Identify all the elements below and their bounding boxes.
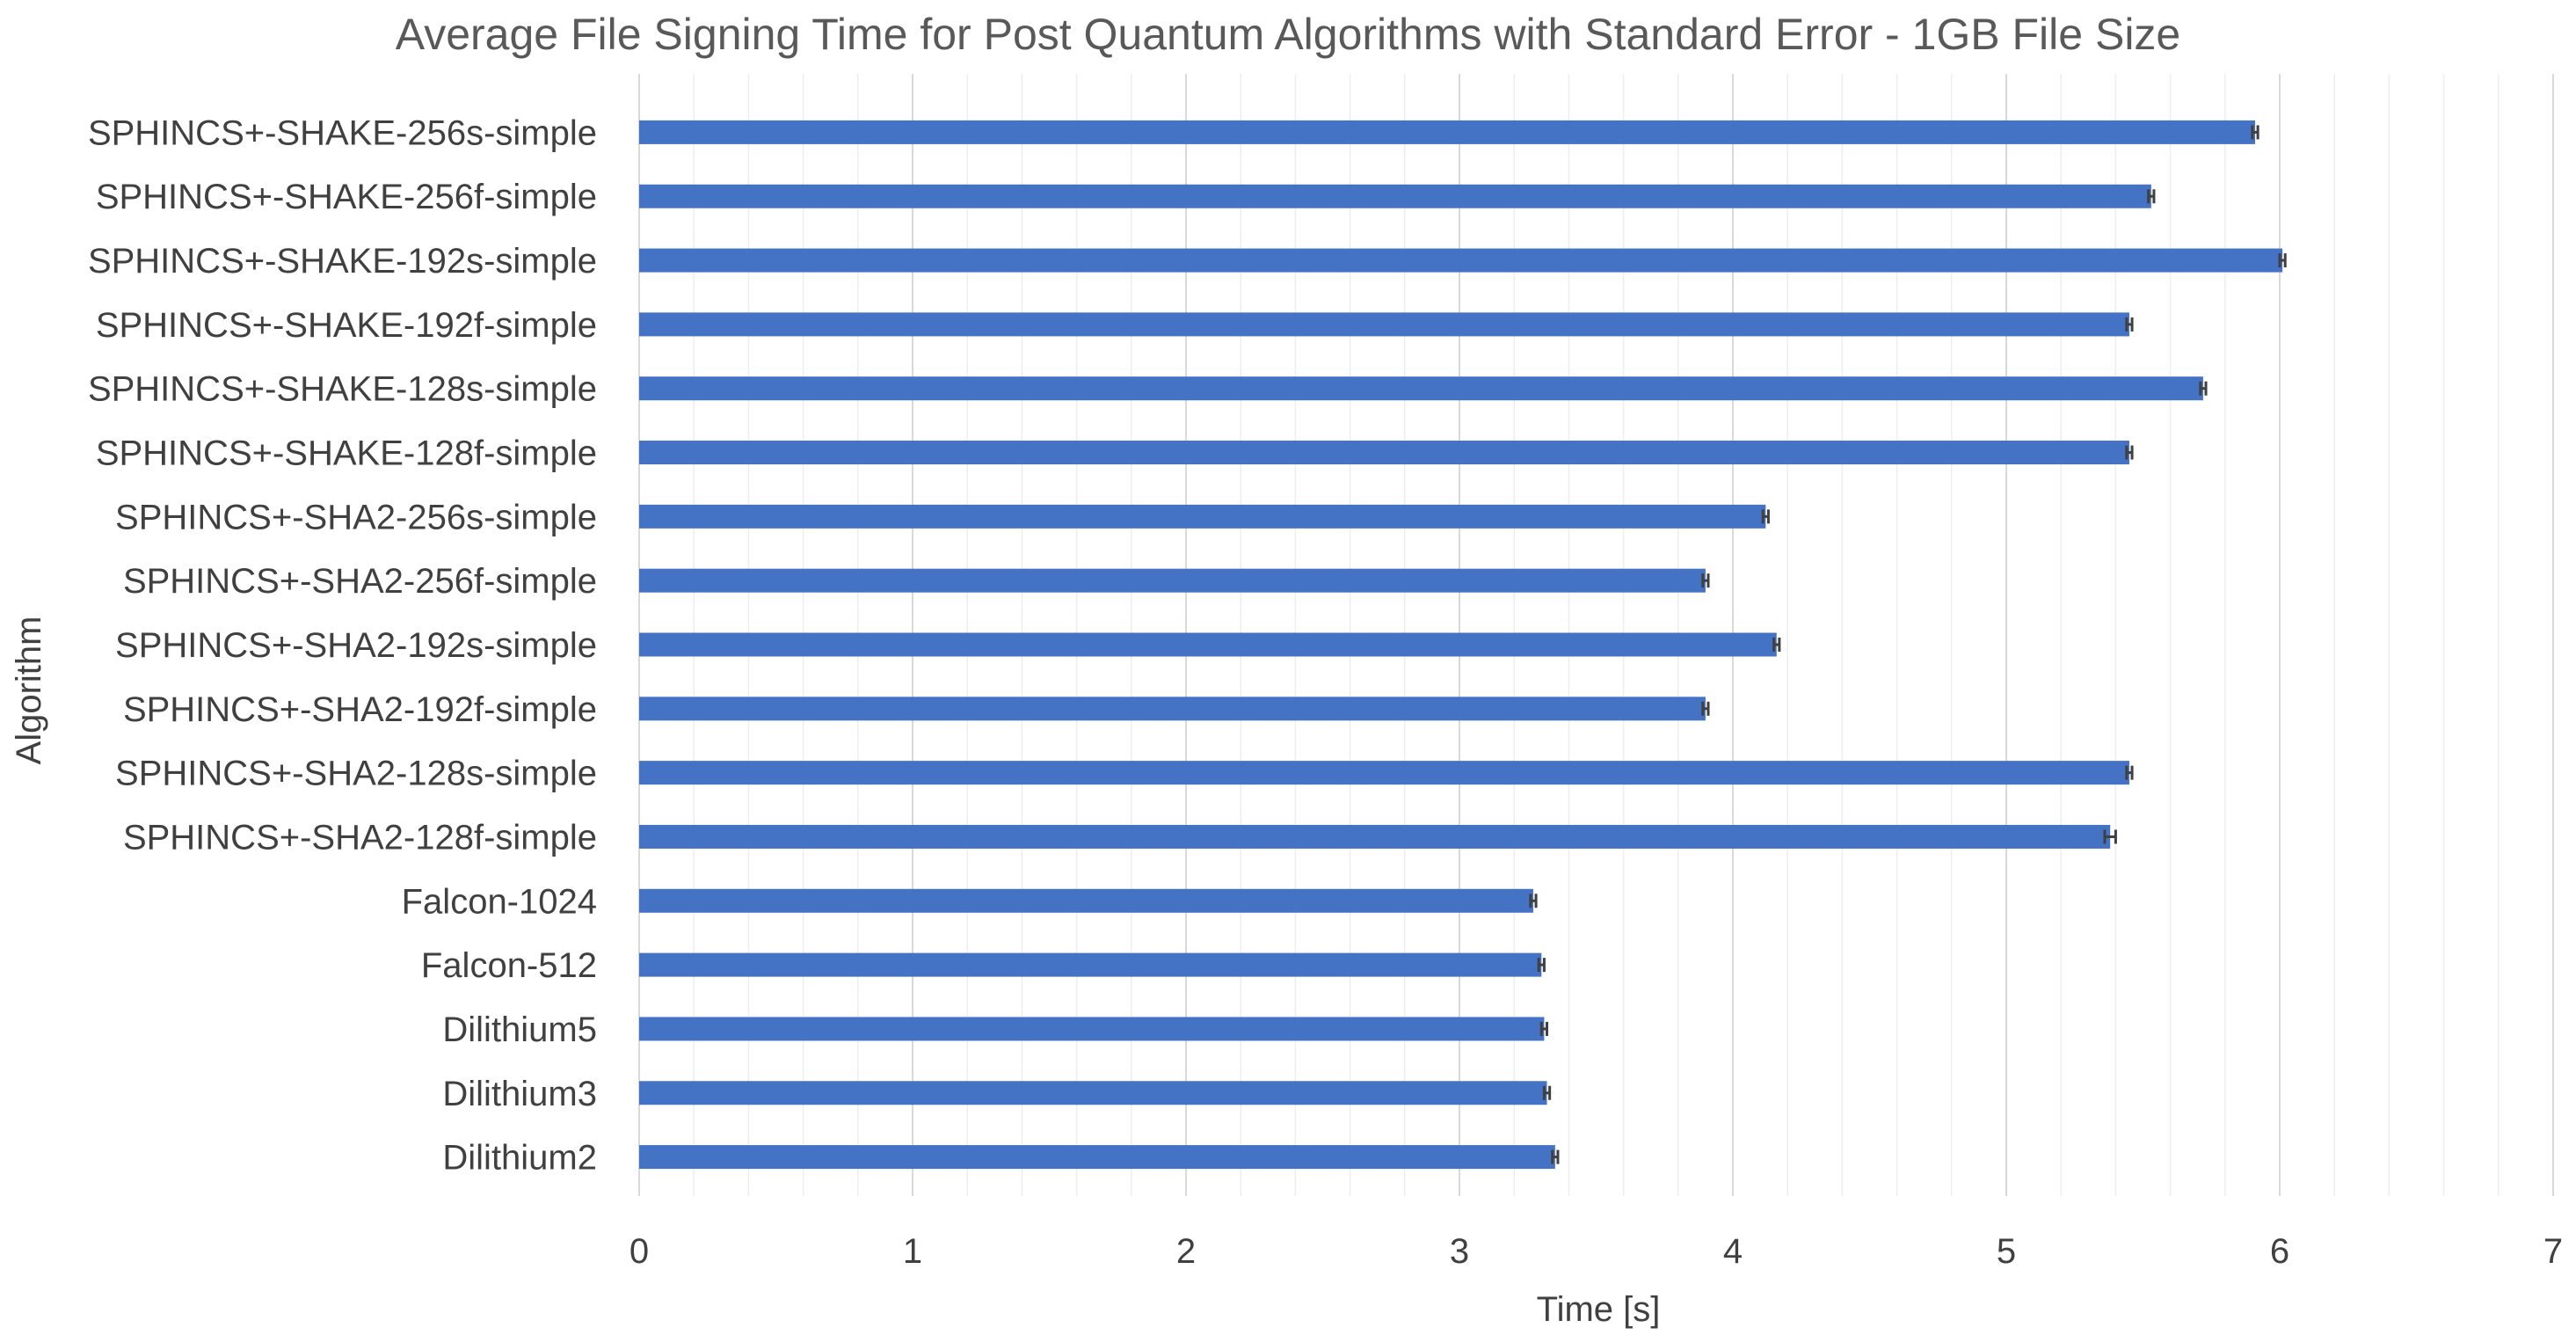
category-label: SPHINCS+-SHAKE-256f-simple [96, 178, 597, 216]
chart-title: Average File Signing Time for Post Quant… [396, 10, 2181, 59]
error-bar [2251, 125, 2259, 140]
category-label: SPHINCS+-SHAKE-128f-simple [96, 434, 597, 473]
category-label: Dilithium3 [442, 1075, 597, 1113]
category-label: Falcon-512 [421, 946, 597, 985]
error-bar [1542, 1085, 1552, 1100]
error-bar [1701, 573, 1710, 588]
x-tick-label: 7 [2543, 1232, 2563, 1271]
x-tick-label: 6 [2270, 1232, 2289, 1271]
bar [639, 952, 1542, 977]
x-tick-label: 4 [1723, 1232, 1743, 1271]
bar [639, 761, 2129, 785]
x-tick-label: 5 [1997, 1232, 2016, 1271]
category-label: SPHINCS+-SHA2-128s-simple [115, 755, 597, 793]
error-bar [2103, 829, 2117, 844]
error-bar [1529, 894, 1538, 908]
category-label: Dilithium2 [442, 1139, 597, 1178]
bar [639, 504, 1766, 529]
error-bars [1529, 125, 2287, 1164]
bar [639, 441, 2129, 465]
bar [639, 1081, 1547, 1105]
error-bar [2125, 317, 2134, 332]
category-label: SPHINCS+-SHAKE-192s-simple [88, 242, 597, 281]
category-label: SPHINCS+-SHAKE-128s-simple [88, 370, 597, 409]
bar [639, 888, 1533, 913]
x-tick-labels: 0 1 2 3 4 5 6 7 [629, 1232, 2563, 1271]
error-bar [1551, 1149, 1560, 1164]
bars [639, 120, 2283, 1170]
category-label: Dilithium5 [442, 1010, 597, 1049]
error-bar [1761, 509, 1770, 524]
category-label: Falcon-1024 [402, 882, 597, 921]
category-label: SPHINCS+-SHA2-256s-simple [115, 498, 597, 536]
x-tick-label: 3 [1450, 1232, 1469, 1271]
bar [639, 568, 1706, 593]
error-bar [1539, 1021, 1549, 1036]
error-bar [2125, 765, 2134, 780]
bar [639, 312, 2129, 337]
bar [639, 1017, 1545, 1041]
bar [639, 697, 1706, 721]
x-tick-label: 2 [1176, 1232, 1196, 1271]
category-label: SPHINCS+-SHAKE-256s-simple [88, 113, 597, 152]
y-axis-title: Algorithm [10, 616, 48, 765]
error-bar [2199, 381, 2208, 396]
error-bar [2278, 253, 2287, 268]
category-label: SPHINCS+-SHA2-128f-simple [123, 818, 597, 857]
bar [639, 248, 2283, 273]
error-bar [2125, 445, 2134, 460]
error-bar [1537, 958, 1546, 973]
bar [639, 1145, 1555, 1170]
bar [639, 120, 2256, 144]
category-label: SPHINCS+-SHA2-256f-simple [123, 562, 597, 601]
category-labels: SPHINCS+-SHAKE-256s-simple SPHINCS+-SHAKE… [88, 113, 597, 1177]
x-axis-title: Time [s] [1537, 1290, 1661, 1329]
bar [639, 824, 2111, 849]
bar [639, 376, 2203, 401]
category-label: SPHINCS+-SHA2-192s-simple [115, 626, 597, 665]
error-bar [2147, 189, 2156, 204]
error-bar [1772, 638, 1781, 652]
category-label: SPHINCS+-SHAKE-192f-simple [96, 306, 597, 345]
x-tick-label: 0 [629, 1232, 649, 1271]
category-label: SPHINCS+-SHA2-192f-simple [123, 690, 597, 729]
bar [639, 184, 2151, 208]
error-bar [1701, 701, 1710, 716]
bar [639, 632, 1777, 657]
x-tick-label: 1 [903, 1232, 922, 1271]
